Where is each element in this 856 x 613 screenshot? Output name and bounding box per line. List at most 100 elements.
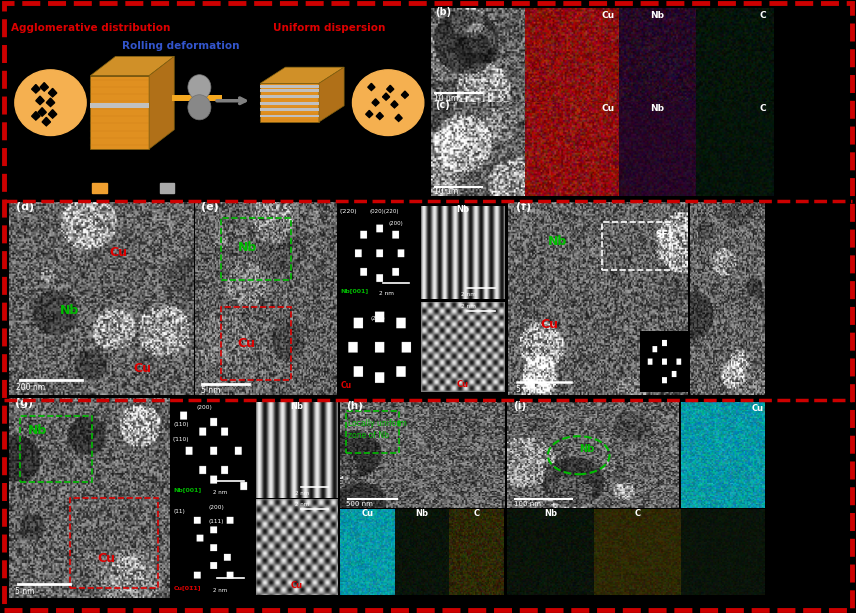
Text: Cu: Cu (602, 104, 615, 113)
Polygon shape (383, 93, 389, 100)
Text: Cu: Cu (341, 381, 352, 390)
Text: (200): (200) (197, 405, 212, 410)
Text: (e): (e) (201, 202, 218, 212)
Polygon shape (395, 114, 402, 121)
Text: Cu: Cu (602, 10, 615, 20)
Polygon shape (368, 83, 375, 91)
Bar (347, 411, 399, 453)
Text: Cu: Cu (238, 337, 256, 350)
Text: Cu: Cu (97, 552, 115, 565)
Text: 2 nm: 2 nm (295, 491, 309, 496)
Bar (159, 183, 175, 194)
Text: 100 nm: 100 nm (514, 501, 541, 507)
Text: 5 nm: 5 nm (15, 587, 34, 596)
Text: Cu[0́1́1]: Cu[0́1́1] (174, 585, 201, 590)
Text: Agglomerative distribution: Agglomerative distribution (10, 23, 170, 33)
Polygon shape (32, 112, 40, 120)
Polygon shape (260, 96, 319, 98)
Bar (69, 498, 158, 588)
Text: 5 nm: 5 nm (201, 386, 220, 395)
Text: (b): (b) (435, 7, 451, 17)
Text: 2 nm: 2 nm (378, 291, 394, 296)
Polygon shape (91, 56, 175, 75)
Polygon shape (49, 110, 56, 118)
Polygon shape (401, 91, 408, 98)
Text: (d): (d) (16, 202, 34, 212)
Text: (110): (110) (174, 422, 189, 427)
Text: C: C (473, 509, 480, 518)
Polygon shape (319, 67, 344, 122)
Text: Cu: Cu (134, 362, 152, 375)
Text: 500 nm: 500 nm (347, 501, 373, 507)
Text: 2 nm: 2 nm (295, 501, 309, 507)
Text: Locally uniform: Locally uniform (348, 419, 407, 428)
Circle shape (15, 70, 86, 135)
Polygon shape (42, 117, 51, 126)
Text: Nb: Nb (415, 509, 429, 518)
Bar (92, 183, 107, 194)
Polygon shape (91, 102, 149, 109)
Text: Nb: Nb (28, 424, 47, 437)
Polygon shape (260, 89, 319, 92)
Polygon shape (149, 56, 175, 149)
Text: (́1́1): (́1́1) (174, 509, 186, 514)
Text: Nb[001]: Nb[001] (341, 288, 369, 294)
Text: Nb: Nb (456, 205, 470, 214)
Polygon shape (91, 75, 149, 149)
Text: (200): (200) (209, 504, 224, 509)
Text: Cu: Cu (290, 581, 303, 590)
Text: C: C (759, 10, 766, 20)
Polygon shape (391, 101, 398, 108)
Text: Cu: Cu (457, 380, 469, 389)
Text: zone of Nb: zone of Nb (348, 432, 389, 440)
Text: CuNb: CuNb (111, 185, 138, 194)
Polygon shape (172, 95, 223, 101)
Text: (g): (g) (15, 398, 33, 408)
Polygon shape (260, 67, 344, 83)
Text: Cu: Cu (752, 404, 764, 413)
Text: Nb[00́1]: Nb[00́1] (174, 487, 202, 492)
Polygon shape (46, 98, 55, 107)
Polygon shape (260, 85, 319, 88)
Text: 200 nm: 200 nm (16, 383, 45, 392)
Polygon shape (49, 88, 56, 97)
Text: (c): (c) (435, 100, 450, 110)
Text: (200): (200) (389, 221, 403, 226)
Polygon shape (40, 83, 49, 91)
Text: 2 nm: 2 nm (461, 292, 477, 297)
Circle shape (353, 70, 424, 135)
Ellipse shape (187, 75, 211, 100)
Polygon shape (260, 83, 319, 122)
Bar (221, 306, 291, 380)
Text: (020)(220): (020)(220) (369, 208, 399, 214)
Text: Rolling deformation: Rolling deformation (122, 40, 240, 51)
Text: (h): (h) (347, 401, 363, 411)
Polygon shape (372, 99, 379, 106)
Bar (602, 221, 670, 270)
Text: (i): (i) (514, 401, 526, 411)
Text: Nb: Nb (259, 185, 271, 194)
Text: (̅220): (̅220) (341, 208, 357, 214)
Text: Nb: Nb (544, 509, 557, 518)
Text: (f): (f) (515, 202, 531, 212)
Polygon shape (366, 110, 373, 118)
Text: Uniform dispersion: Uniform dispersion (273, 23, 385, 33)
Ellipse shape (187, 95, 211, 120)
Text: Nb: Nb (579, 444, 594, 454)
Text: (111): (111) (209, 519, 224, 524)
Polygon shape (38, 108, 46, 116)
Polygon shape (260, 109, 319, 111)
Text: 2 nm: 2 nm (461, 304, 477, 309)
Text: (200): (200) (371, 316, 385, 321)
Text: G@A-Cu: G@A-Cu (178, 185, 218, 194)
Text: Cu: Cu (110, 246, 128, 259)
Polygon shape (387, 85, 394, 93)
Text: Nb: Nb (238, 240, 257, 254)
Text: C: C (634, 509, 641, 518)
Text: Cu: Cu (541, 318, 559, 331)
Text: 2 nm: 2 nm (212, 490, 227, 495)
Polygon shape (260, 115, 319, 117)
Text: 10 μm: 10 μm (434, 94, 459, 103)
Bar (239, 183, 254, 194)
Text: 5 nm: 5 nm (515, 384, 535, 394)
